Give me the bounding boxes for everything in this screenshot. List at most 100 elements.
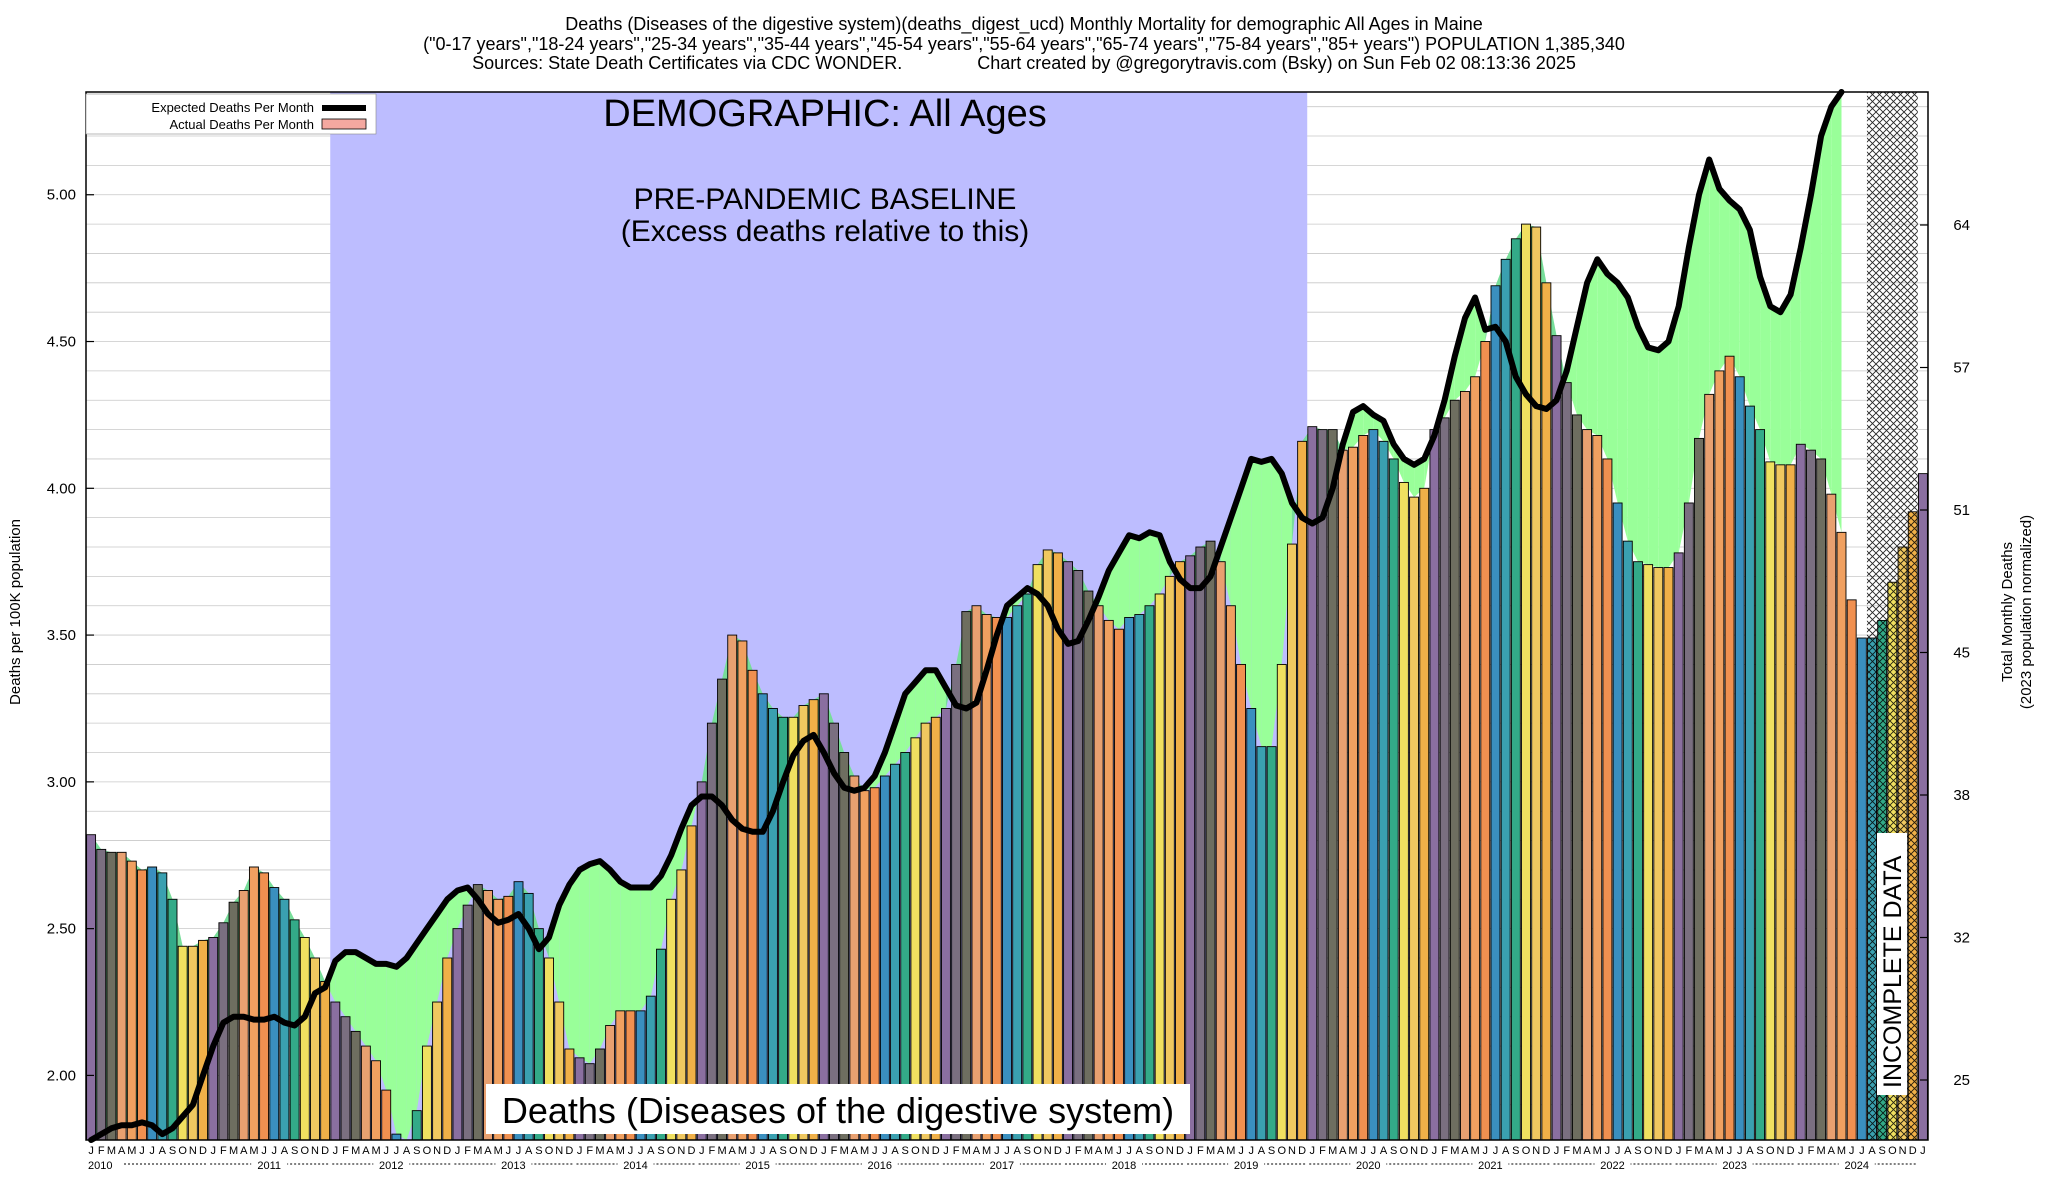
actual-deaths-bar <box>1195 546 1206 1141</box>
year-label-bg <box>983 1159 1020 1170</box>
actual-deaths-bar <box>808 699 819 1141</box>
excess-region <box>681 805 692 870</box>
y2-tick-label: 25 <box>1953 1072 1970 1089</box>
excess-region <box>355 952 366 1047</box>
month-tick-label: D <box>932 1145 940 1157</box>
year-label-bg <box>739 1159 776 1170</box>
excess-region <box>1821 106 1832 495</box>
month-tick-label: J <box>149 1145 155 1157</box>
month-tick-label: J <box>1605 1145 1611 1157</box>
month-tick-label: J <box>628 1145 634 1157</box>
excess-region <box>1760 276 1771 462</box>
month-tick-label: M <box>1471 1145 1480 1157</box>
excess-region <box>1780 294 1791 465</box>
incomplete-data-label-group: INCOMPLETE DATA <box>1877 833 1907 1095</box>
excess-region <box>376 963 387 1091</box>
actual-deaths-bar <box>1093 605 1104 1141</box>
month-tick-label: M <box>1450 1145 1459 1157</box>
actual-deaths-bar <box>1327 429 1338 1141</box>
month-tick-label: F <box>1685 1145 1692 1157</box>
actual-deaths-bar <box>1358 435 1369 1141</box>
excess-region <box>1668 306 1679 568</box>
excess-region <box>1627 297 1638 562</box>
month-tick-label: F <box>586 1145 593 1157</box>
excess-region <box>925 670 936 724</box>
actual-deaths-bar <box>432 1001 443 1141</box>
month-tick-label: A <box>729 1145 737 1157</box>
actual-deaths-bar <box>1134 614 1145 1141</box>
actual-deaths-bar <box>360 1045 371 1141</box>
month-tick-label: D <box>443 1145 451 1157</box>
month-tick-label: J <box>1126 1145 1132 1157</box>
actual-deaths-bar <box>1663 567 1674 1141</box>
actual-deaths-bar <box>1012 605 1023 1141</box>
month-tick-label: J <box>1238 1145 1244 1157</box>
month-tick-label: M <box>1328 1145 1337 1157</box>
actual-deaths-bar <box>1368 429 1379 1141</box>
month-tick-label: J <box>821 1145 827 1157</box>
month-tick-label: J <box>1065 1145 1071 1157</box>
actual-deaths-bar <box>737 640 748 1141</box>
actual-deaths-bar <box>1215 561 1226 1141</box>
year-label-bg <box>1106 1159 1143 1170</box>
actual-deaths-bar <box>1460 390 1470 1141</box>
actual-deaths-bar <box>411 1110 422 1141</box>
actual-deaths-bar <box>1744 405 1755 1141</box>
month-tick-label: S <box>779 1145 786 1157</box>
excess-region <box>1241 458 1252 709</box>
actual-deaths-bar <box>1266 746 1277 1141</box>
actual-deaths-bar <box>1388 458 1399 1141</box>
chart-title-line-3: Sources: State Death Certificates via CD… <box>472 53 1576 73</box>
year-label-bg <box>495 1159 532 1170</box>
year-label: 2012 <box>379 1160 403 1172</box>
actual-deaths-bar <box>1337 449 1348 1141</box>
year-label: 2013 <box>501 1160 525 1172</box>
year-label: 2019 <box>1234 1160 1258 1172</box>
month-tick-label: A <box>1583 1145 1591 1157</box>
excess-region <box>1658 341 1669 568</box>
month-tick-label: N <box>1532 1145 1540 1157</box>
y-tick-label: 3.50 <box>47 627 76 644</box>
actual-deaths-bar <box>350 1030 361 1141</box>
excess-region <box>1281 473 1292 665</box>
actual-deaths-bar <box>839 752 850 1141</box>
month-tick-label: O <box>301 1145 310 1157</box>
excess-region <box>660 855 672 950</box>
month-tick-label: A <box>525 1145 533 1157</box>
month-tick-label: J <box>1432 1145 1438 1157</box>
month-tick-label: A <box>1624 1145 1632 1157</box>
right-axis-label-line-2: (2023 population normalized) <box>2018 515 2035 709</box>
legend-expected-label: Expected Deaths Per Month <box>151 100 314 115</box>
year-label-bg <box>1472 1159 1509 1170</box>
month-tick-label: A <box>1502 1145 1510 1157</box>
actual-deaths-bar <box>1144 605 1155 1141</box>
month-tick-label: D <box>810 1145 818 1157</box>
excess-region <box>1790 247 1801 465</box>
month-tick-label: S <box>1512 1145 1519 1157</box>
actual-deaths-bar <box>1154 593 1165 1141</box>
actual-deaths-bar <box>259 872 270 1141</box>
month-tick-label: M <box>962 1145 971 1157</box>
excess-region <box>335 952 346 1017</box>
excess-region <box>1678 247 1689 553</box>
year-label: 2010 <box>88 1160 112 1172</box>
actual-deaths-bar <box>1917 473 1928 1141</box>
month-tick-label: D <box>565 1145 573 1157</box>
month-tick-label: D <box>688 1145 696 1157</box>
actual-deaths-bar <box>1124 617 1135 1141</box>
legend: Expected Deaths Per Month Actual Deaths … <box>85 93 377 135</box>
month-tick-label: M <box>107 1145 116 1157</box>
actual-deaths-bar <box>930 716 941 1141</box>
month-tick-label: J <box>1859 1145 1865 1157</box>
excess-region <box>1220 517 1231 606</box>
actual-deaths-bar <box>1205 540 1216 1141</box>
month-tick-label: J <box>1371 1145 1377 1157</box>
month-tick-label: M <box>249 1145 258 1157</box>
actual-deaths-bar <box>1256 746 1267 1141</box>
month-tick-label: J <box>1004 1145 1010 1157</box>
month-tick-label: M <box>840 1145 849 1157</box>
month-tick-label: N <box>1899 1145 1907 1157</box>
month-tick-label: J <box>394 1145 400 1157</box>
month-tick-label: S <box>291 1145 298 1157</box>
actual-deaths-bar <box>1185 555 1196 1141</box>
